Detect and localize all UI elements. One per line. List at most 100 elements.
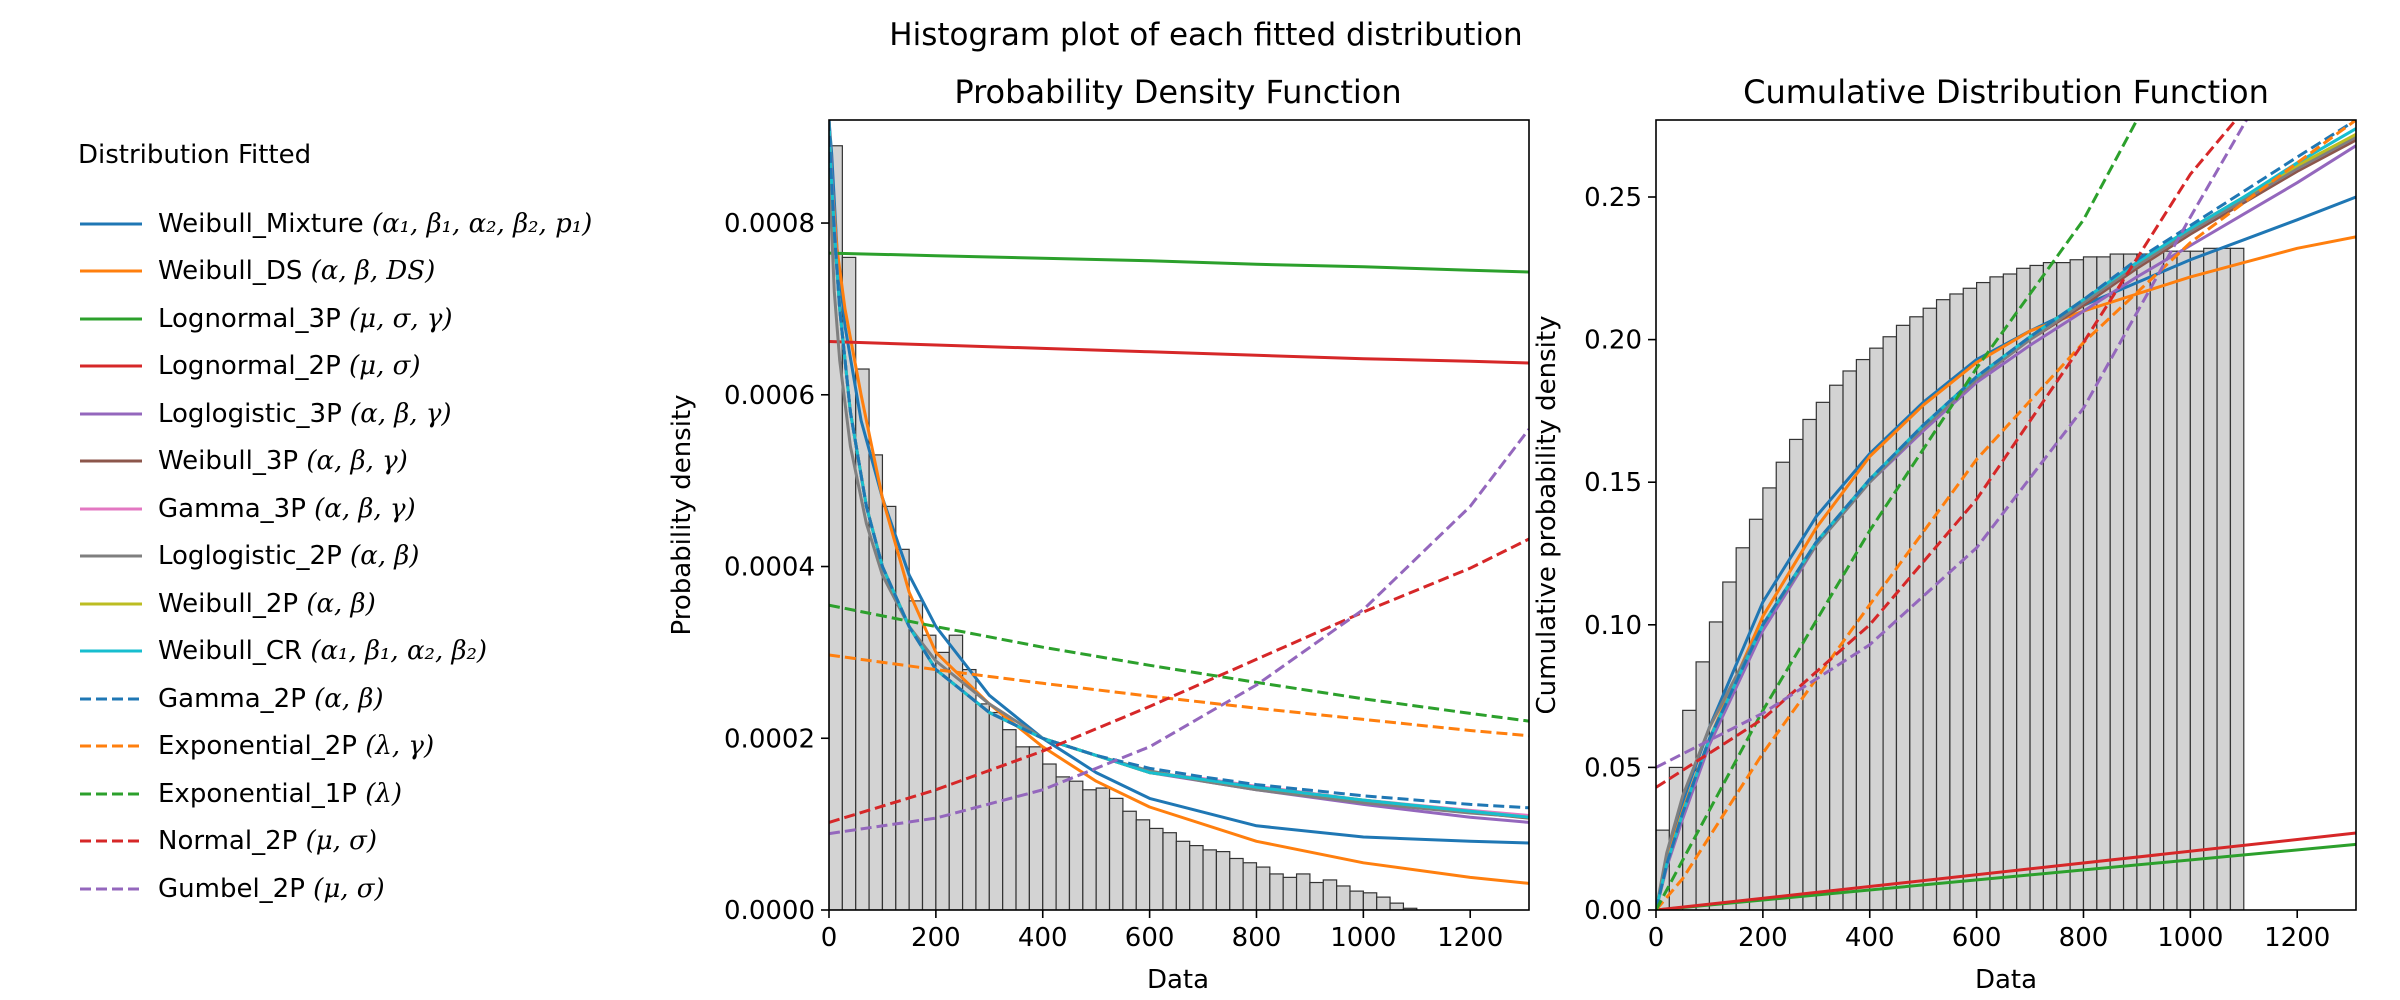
pdf-ytick-label: 0.0002 [724,724,815,754]
cdf-ytick-label: 0.05 [1584,753,1642,783]
legend-item-gumbel-2p: Gumbel_2P (μ, σ) [78,865,678,913]
cdf-histogram-bar [2163,250,2178,910]
pdf-series-lognormal-2p [829,340,1529,365]
cdf-histogram-bar [1775,461,1791,910]
legend-item-lognormal-2p: Lognormal_2P (μ, σ) [78,343,678,391]
legend-label: Exponential_2P (λ, γ) [158,731,434,761]
pdf-title: Probability Density Function [954,73,1401,111]
legend-label: Weibull_Mixture (α₁, β₁, α₂, β₂, p₁) [158,209,592,239]
legend-series-params: (μ, σ) [313,873,385,904]
pdf-series-normal-2p [829,537,1529,824]
pdf-histogram-bar [988,711,1004,910]
legend: Distribution Fitted Weibull_Mixture (α₁,… [78,140,678,913]
legend-series-name: Weibull_2P [158,588,307,619]
pdf-xtick-label: 1200 [1437,923,1503,953]
cdf-histogram-bar [2229,247,2245,910]
pdf-histogram-bar [921,634,937,910]
legend-series-params: (α₁, β₁, α₂, β₂, p₁) [371,208,593,239]
cdf-histogram-bar [1829,384,1844,910]
pdf-histogram-bar [1336,885,1351,910]
cdf-histogram-bar [1695,661,1711,910]
pdf-histogram-bar [881,505,897,910]
cdf-series-group [1656,120,2356,910]
pdf-histogram-bar [1362,892,1378,910]
cdf-series-exponential-2p [1656,120,2356,910]
legend-item-loglogistic-3p: Loglogistic_3P (α, β, γ) [78,390,678,438]
pdf-series-exponential-1p [829,603,1529,723]
pdf-histogram-bar [1068,780,1084,910]
cdf-histogram-bar [2189,250,2205,910]
pdf-series-gumbel-2p [829,428,1529,836]
cdf-xtick-label: 1000 [2157,923,2223,953]
pdf-xtick-label: 600 [1125,923,1175,953]
legend-swatch [80,792,142,796]
legend-items: Weibull_Mixture (α₁, β₁, α₂, β₂, p₁) Weib… [78,200,678,913]
legend-swatch [80,364,142,368]
legend-label: Exponential_1P (λ) [158,779,402,809]
pdf-histogram-bar [1282,876,1298,910]
pdf-series-loglogistic-2p [829,120,1529,819]
pdf-histogram-bar [1242,862,1258,910]
pdf-histogram-bar [1162,832,1177,910]
legend-title: Distribution Fitted [78,140,312,170]
pdf-histogram-bar [1229,857,1244,910]
legend-label: Gumbel_2P (μ, σ) [158,874,385,904]
pdf-ytick-label: 0.0004 [724,553,815,583]
legend-label: Weibull_DS (α, β, DS) [158,256,435,286]
cdf-xtick-label: 200 [1738,923,1788,953]
pdf-xtick-label: 200 [911,923,961,953]
legend-series-name: Loglogistic_2P [158,541,351,572]
legend-item-normal-2p: Normal_2P (μ, σ) [78,818,678,866]
legend-series-name: Weibull_CR [158,636,311,667]
legend-series-name: Weibull_3P [158,446,307,477]
cdf-series-lognormal-2p [1656,831,2356,910]
cdf-ytick-label: 0.00 [1584,896,1642,926]
legend-swatch [80,649,142,653]
legend-swatch [80,507,142,511]
legend-series-params: (α, β) [350,541,420,572]
cdf-xtick-label: 0 [1648,923,1665,953]
cdf-ytick-label: 0.25 [1584,183,1642,213]
legend-series-name: Exponential_2P [158,731,366,762]
pdf-histogram-bar [1309,881,1324,910]
legend-series-name: Exponential_1P [158,778,366,809]
pdf-axes-frame [828,119,1530,911]
cdf-xlabel: Data [1975,965,2037,995]
cdf-histogram-bar [1802,418,1817,910]
cdf-xtick-label: 600 [1952,923,2002,953]
pdf-series-group [829,120,1529,885]
pdf-histogram-bar [1095,787,1111,910]
pdf-histogram-bar [1108,797,1124,910]
cdf-histogram-bar [1762,487,1777,910]
legend-swatch [80,697,142,701]
legend-label: Loglogistic_3P (α, β, γ) [158,399,452,429]
pdf-ytick-label: 0.0000 [724,896,815,926]
cdf-histogram-bar [2122,253,2138,910]
legend-swatch [80,887,142,891]
cdf-histogram-bar [2216,247,2232,910]
legend-label: Gamma_2P (α, β) [158,684,384,714]
pdf-histogram-bar [1269,873,1284,910]
legend-swatch [80,222,142,226]
legend-label: Gamma_3P (α, β, γ) [158,494,416,524]
legend-label: Weibull_2P (α, β) [158,589,376,619]
cdf-histogram-bar [2082,256,2098,910]
legend-item-gamma-3p: Gamma_3P (α, β, γ) [78,485,678,533]
legend-item-weibull-2p: Weibull_2P (α, β) [78,580,678,628]
cdf-histogram-bar [2002,273,2018,910]
pdf-series-lognormal-3p [829,251,1529,274]
legend-series-params: (α, β) [314,683,384,714]
cdf-histogram-bar [1708,621,1724,910]
cdf-series-exponential-1p [1656,120,2139,910]
pdf-histogram-bar [1295,873,1311,910]
cdf-panel: Cumulative Distribution Function Data Cu… [1532,73,2357,995]
legend-swatch [80,317,142,321]
cdf-histogram-bar [1722,581,1737,910]
cdf-series-gamma-2p [1656,120,2356,910]
pdf-xtick-label: 400 [1018,923,1068,953]
cdf-histogram-bar [1949,293,1964,910]
pdf-histogram-bar [1175,840,1191,910]
pdf-histogram-bar [1349,890,1364,910]
pdf-histogram-bar [935,651,950,910]
legend-series-name: Gamma_2P [158,683,315,714]
